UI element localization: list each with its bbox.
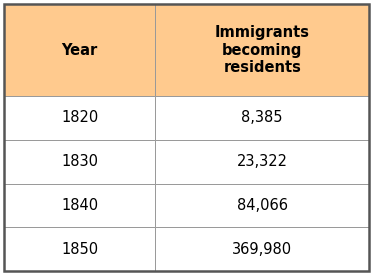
Bar	[4, 4, 156, 96]
Text: Immigrants
becoming
residents: Immigrants becoming residents	[215, 25, 310, 75]
Text: Year: Year	[62, 43, 98, 57]
Text: 1840: 1840	[61, 198, 98, 213]
Text: 1850: 1850	[61, 242, 98, 257]
Bar	[156, 227, 369, 271]
Bar	[4, 227, 156, 271]
Text: 8,385: 8,385	[241, 111, 283, 125]
Bar	[156, 4, 369, 96]
Text: 1830: 1830	[61, 154, 98, 169]
Bar	[156, 96, 369, 140]
Bar	[156, 140, 369, 183]
Text: 369,980: 369,980	[232, 242, 292, 257]
Bar	[4, 140, 156, 183]
Bar	[4, 96, 156, 140]
Text: 1820: 1820	[61, 111, 98, 125]
Text: 23,322: 23,322	[237, 154, 288, 169]
Bar	[156, 183, 369, 227]
Bar	[4, 183, 156, 227]
Text: 84,066: 84,066	[237, 198, 288, 213]
